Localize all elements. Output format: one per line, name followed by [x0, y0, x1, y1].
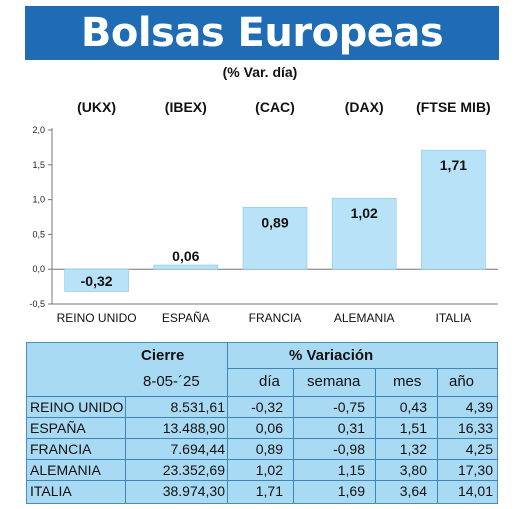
x-tick-label: ITALIA [436, 311, 472, 325]
cell-dia: -0,32 [251, 399, 283, 415]
y-tick-label: 1,5 [32, 160, 45, 170]
row-country: ALEMANIA [30, 462, 101, 478]
index-code-label: (IBEX) [165, 99, 207, 115]
column-divider [293, 368, 294, 503]
cell-ano: 17,30 [457, 462, 493, 478]
cell-cierre: 38.974,30 [162, 483, 225, 499]
cell-ano: 4,39 [465, 399, 493, 415]
cell-semana: 1,69 [337, 483, 365, 499]
cell-semana: 1,15 [337, 462, 365, 478]
header-cierre: Cierre [141, 347, 185, 364]
data-label: 0,89 [261, 214, 288, 230]
column-divider [437, 368, 438, 503]
cell-mes: 3,64 [399, 483, 427, 499]
row-divider [27, 480, 497, 481]
bar-chart: 2,0 1,5 1,0 0,5 0,0 -0,5 -0,32 (UKX) REINO UNIDO… [29, 99, 498, 325]
subheader-ano: año [449, 373, 475, 390]
column-divider [227, 343, 228, 503]
row-country: REINO UNIDO [30, 399, 124, 415]
bar [64, 268, 129, 292]
row-divider [27, 417, 497, 418]
row-country: FRANCIA [30, 441, 92, 457]
y-tick-label: 2,0 [32, 125, 45, 135]
cell-cierre: 13.488,90 [162, 420, 225, 436]
cell-ano: 14,01 [457, 483, 493, 499]
data-label: 0,06 [172, 248, 199, 264]
data-label: 1,71 [440, 157, 467, 173]
row-country: ITALIA [30, 483, 72, 499]
cell-cierre: 7.694,44 [170, 441, 226, 457]
data-label: 1,02 [351, 205, 378, 221]
cell-dia: 1,02 [255, 462, 283, 478]
x-tick-label: REINO UNIDO [57, 311, 137, 325]
index-code-label: (UKX) [77, 99, 116, 115]
subheader-dia: día [259, 373, 280, 390]
cell-dia: 0,89 [255, 441, 283, 457]
cell-mes: 0,43 [399, 399, 427, 415]
title-banner: Bolsas Europeas [25, 6, 499, 60]
y-tick-label: 1,0 [32, 195, 45, 205]
header-divider [227, 368, 497, 369]
row-divider [27, 459, 497, 460]
column-divider [375, 368, 376, 503]
bar [242, 206, 308, 270]
y-tick-label: 0,5 [32, 229, 45, 239]
cell-mes: 1,51 [399, 420, 427, 436]
cell-mes: 3,80 [399, 462, 427, 478]
row-country: ESPAÑA [30, 420, 86, 436]
index-code-label: (CAC) [255, 99, 295, 115]
cell-semana: -0,98 [333, 441, 365, 457]
x-tick-label: ALEMANIA [334, 311, 395, 325]
index-code-label: (FTSE MIB) [416, 99, 491, 115]
cell-cierre: 23.352,69 [162, 462, 225, 478]
column-divider [125, 396, 126, 503]
header-bottom-line [27, 396, 497, 397]
bar [421, 149, 486, 270]
cell-dia: 1,71 [255, 483, 283, 499]
cell-semana: 0,31 [337, 420, 365, 436]
x-tick-label: ESPAÑA [162, 311, 210, 325]
chart-subtitle: (% Var. día) [222, 64, 298, 80]
subheader-mes: mes [393, 373, 422, 390]
cell-dia: 0,06 [255, 420, 283, 436]
cell-semana: -0,75 [333, 399, 365, 415]
cell-ano: 16,33 [457, 420, 493, 436]
y-tick-label: 0,0 [32, 264, 45, 274]
bar [331, 197, 397, 270]
header-variacion: % Variación [289, 347, 374, 364]
cell-mes: 1,32 [399, 441, 427, 457]
data-table: Cierre % Variación 8-05-´25 día semana m… [26, 342, 498, 504]
subheader-semana: semana [307, 373, 361, 390]
index-code-label: (DAX) [345, 99, 384, 115]
subheader-date: 8-05-´25 [143, 373, 200, 390]
row-divider [27, 438, 497, 439]
cell-ano: 4,25 [465, 441, 493, 457]
data-label: -0,32 [81, 273, 113, 289]
bar [153, 264, 219, 270]
x-tick-label: FRANCIA [249, 311, 302, 325]
y-tick-label: -0,5 [29, 299, 45, 309]
cell-cierre: 8.531,61 [170, 399, 226, 415]
